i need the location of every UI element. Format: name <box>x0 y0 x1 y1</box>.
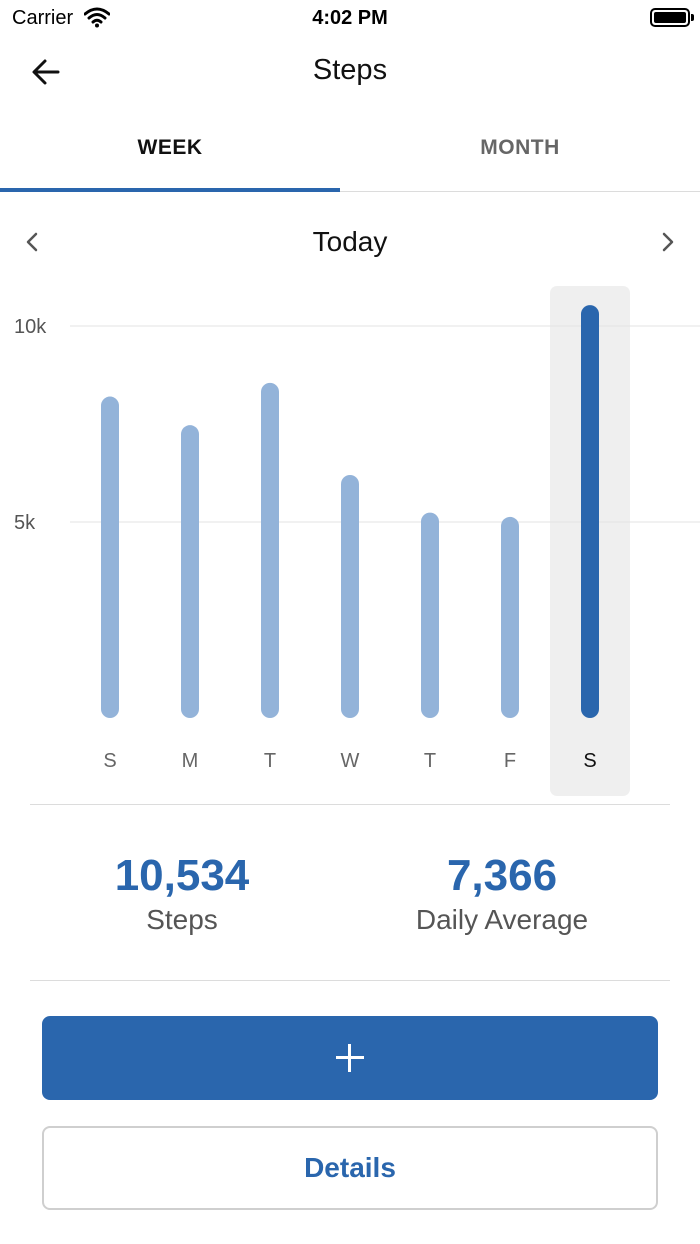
daily-average-value: 7,366 <box>446 851 558 900</box>
x-tick-label: M <box>182 750 199 772</box>
steps-label: Steps <box>146 904 218 935</box>
back-arrow-icon[interactable] <box>28 54 68 90</box>
details-button[interactable]: Details <box>42 1126 658 1210</box>
status-bar: Carrier 4:02 PM <box>0 0 700 36</box>
tab-week[interactable]: WEEK <box>137 136 203 159</box>
bar <box>341 474 359 718</box>
bar <box>261 382 279 718</box>
bar <box>501 516 519 718</box>
daily-average-label: Daily Average <box>415 904 589 935</box>
page-title: Steps <box>312 54 388 86</box>
x-tick-label: T <box>264 750 276 772</box>
y-tick-label: 10k <box>14 316 47 338</box>
x-tick-label: W <box>341 750 360 772</box>
x-tick-label: S <box>103 750 116 772</box>
bar <box>421 512 439 718</box>
bar <box>101 396 119 718</box>
bar <box>581 305 599 718</box>
divider <box>30 980 670 981</box>
x-tick-label: T <box>424 750 436 772</box>
tab-month[interactable]: MONTH <box>480 136 560 159</box>
bar <box>181 425 199 718</box>
chevron-left-icon[interactable] <box>18 226 48 258</box>
add-steps-button[interactable] <box>42 1016 658 1100</box>
clock: 4:02 PM <box>312 7 388 29</box>
battery-icon <box>650 8 694 27</box>
steps-bar-chart: 5k 10k S M T W T F S <box>14 286 700 796</box>
carrier-label: Carrier <box>12 7 74 29</box>
steps-stat: 10,534 Steps <box>22 850 342 938</box>
y-tick-label: 5k <box>14 512 36 534</box>
wifi-icon <box>84 7 110 28</box>
tab-indicator <box>0 188 340 192</box>
divider <box>30 804 670 805</box>
steps-value: 10,534 <box>114 851 250 900</box>
x-tick-label: F <box>504 750 516 772</box>
period-label: Today <box>312 226 388 257</box>
x-tick-label: S <box>583 750 596 772</box>
daily-average-stat: 7,366 Daily Average <box>342 850 662 938</box>
chevron-right-icon[interactable] <box>652 226 682 258</box>
tab-bar: WEEK MONTH <box>0 110 700 192</box>
